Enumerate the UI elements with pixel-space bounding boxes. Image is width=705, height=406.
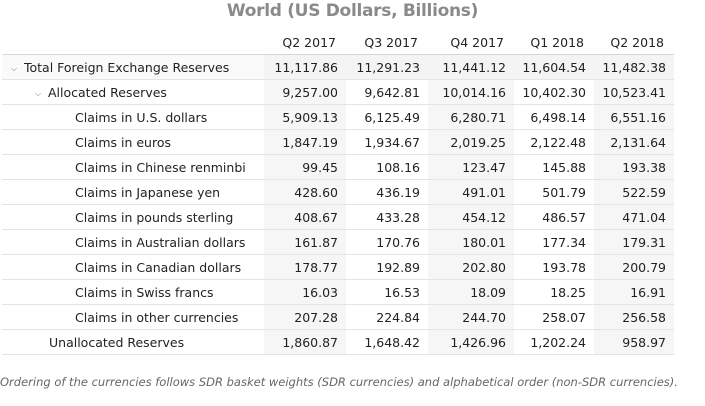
cell: 177.34 xyxy=(514,229,594,255)
cell: 10,402.30 xyxy=(514,79,594,105)
cell: 1,426.96 xyxy=(428,329,514,355)
cell: 18.25 xyxy=(514,279,594,305)
cell: 10,523.41 xyxy=(594,79,674,105)
cell: 491.01 xyxy=(428,179,514,205)
cell: 16.03 xyxy=(264,279,346,305)
cell: 170.76 xyxy=(346,229,428,255)
cell: 6,498.14 xyxy=(514,104,594,130)
cell: 193.38 xyxy=(594,154,674,180)
chevron-down-icon[interactable]: ⌵ xyxy=(34,88,42,98)
cell: 486.57 xyxy=(514,204,594,230)
table-row: Claims in Swiss francs 16.03 16.53 18.09… xyxy=(2,279,674,305)
row-label: Claims in Australian dollars xyxy=(2,229,264,255)
row-label: Claims in Canadian dollars xyxy=(2,254,264,280)
table-title: World (US Dollars, Billions) xyxy=(226,1,479,21)
cell: 10,014.16 xyxy=(428,79,514,105)
cell: 436.19 xyxy=(346,179,428,205)
cell: 11,291.23 xyxy=(346,54,428,80)
column-header: Q1 2018 xyxy=(514,30,594,55)
row-label[interactable]: ⌵ Allocated Reserves xyxy=(2,79,264,105)
cell: 179.31 xyxy=(594,229,674,255)
cell: 2,019.25 xyxy=(428,129,514,155)
cell: 207.28 xyxy=(264,304,346,330)
row-label: Unallocated Reserves xyxy=(2,329,264,355)
cell: 11,604.54 xyxy=(514,54,594,80)
header-row: Q2 2017 Q3 2017 Q4 2017 Q1 2018 Q2 2018 xyxy=(2,30,674,55)
table-row: Claims in U.S. dollars 5,909.13 6,125.49… xyxy=(2,104,674,130)
cell: 5,909.13 xyxy=(264,104,346,130)
cell: 2,122.48 xyxy=(514,129,594,155)
footnote: Ordering of the currencies follows SDR b… xyxy=(0,375,678,389)
table-row: Claims in Canadian dollars 178.77 192.89… xyxy=(2,254,674,280)
cell: 200.79 xyxy=(594,254,674,280)
table-row-unallocated-reserves: Unallocated Reserves 1,860.87 1,648.42 1… xyxy=(2,329,674,355)
cell: 16.53 xyxy=(346,279,428,305)
cell: 471.04 xyxy=(594,204,674,230)
cell: 11,482.38 xyxy=(594,54,674,80)
column-header: Q4 2017 xyxy=(428,30,514,55)
cell: 9,642.81 xyxy=(346,79,428,105)
cell: 224.84 xyxy=(346,304,428,330)
row-label: Claims in euros xyxy=(2,129,264,155)
row-label: Claims in Swiss francs xyxy=(2,279,264,305)
table-row: Claims in Japanese yen 428.60 436.19 491… xyxy=(2,179,674,205)
cell: 11,117.86 xyxy=(264,54,346,80)
cell: 145.88 xyxy=(514,154,594,180)
cell: 958.97 xyxy=(594,329,674,355)
cell: 2,131.64 xyxy=(594,129,674,155)
cell: 178.77 xyxy=(264,254,346,280)
cell: 408.67 xyxy=(264,204,346,230)
cell: 256.58 xyxy=(594,304,674,330)
cell: 6,125.49 xyxy=(346,104,428,130)
cell: 180.01 xyxy=(428,229,514,255)
chevron-down-icon[interactable]: ⌵ xyxy=(10,63,18,73)
row-label[interactable]: ⌵ Total Foreign Exchange Reserves xyxy=(2,54,264,80)
cell: 123.47 xyxy=(428,154,514,180)
table-row-total-reserves[interactable]: ⌵ Total Foreign Exchange Reserves 11,117… xyxy=(2,54,674,80)
table-row: Claims in Chinese renminbi 99.45 108.16 … xyxy=(2,154,674,180)
table-row: Claims in euros 1,847.19 1,934.67 2,019.… xyxy=(2,129,674,155)
row-label: Claims in Chinese renminbi xyxy=(2,154,264,180)
table-row: Claims in Australian dollars 161.87 170.… xyxy=(2,229,674,255)
cell: 6,551.16 xyxy=(594,104,674,130)
row-label-text: Allocated Reserves xyxy=(47,84,167,100)
cell: 192.89 xyxy=(346,254,428,280)
cell: 1,202.24 xyxy=(514,329,594,355)
cell: 99.45 xyxy=(264,154,346,180)
row-label: Claims in Japanese yen xyxy=(2,179,264,205)
cell: 244.70 xyxy=(428,304,514,330)
column-header: Q2 2017 xyxy=(264,30,346,55)
table-row-allocated-reserves[interactable]: ⌵ Allocated Reserves 9,257.00 9,642.81 1… xyxy=(2,79,674,105)
table-row: Claims in other currencies 207.28 224.84… xyxy=(2,304,674,330)
column-header: Q2 2018 xyxy=(594,30,674,55)
cell: 18.09 xyxy=(428,279,514,305)
cell: 522.59 xyxy=(594,179,674,205)
cell: 161.87 xyxy=(264,229,346,255)
table-row: Claims in pounds sterling 408.67 433.28 … xyxy=(2,204,674,230)
row-label-text: Total Foreign Exchange Reserves xyxy=(23,59,230,75)
cell: 9,257.00 xyxy=(264,79,346,105)
cell: 6,280.71 xyxy=(428,104,514,130)
row-label: Claims in other currencies xyxy=(2,304,264,330)
row-label: Claims in pounds sterling xyxy=(2,204,264,230)
cell: 501.79 xyxy=(514,179,594,205)
cell: 428.60 xyxy=(264,179,346,205)
cell: 1,934.67 xyxy=(346,129,428,155)
cell: 1,847.19 xyxy=(264,129,346,155)
cell: 1,860.87 xyxy=(264,329,346,355)
row-label: Claims in U.S. dollars xyxy=(2,104,264,130)
cell: 454.12 xyxy=(428,204,514,230)
cell: 258.07 xyxy=(514,304,594,330)
cell: 202.80 xyxy=(428,254,514,280)
cell: 433.28 xyxy=(346,204,428,230)
cell: 11,441.12 xyxy=(428,54,514,80)
reserves-table: Q2 2017 Q3 2017 Q4 2017 Q1 2018 Q2 2018 … xyxy=(2,30,674,355)
cell: 108.16 xyxy=(346,154,428,180)
column-header: Q3 2017 xyxy=(346,30,428,55)
cell: 193.78 xyxy=(514,254,594,280)
header-label-column xyxy=(2,30,264,55)
cell: 16.91 xyxy=(594,279,674,305)
cell: 1,648.42 xyxy=(346,329,428,355)
